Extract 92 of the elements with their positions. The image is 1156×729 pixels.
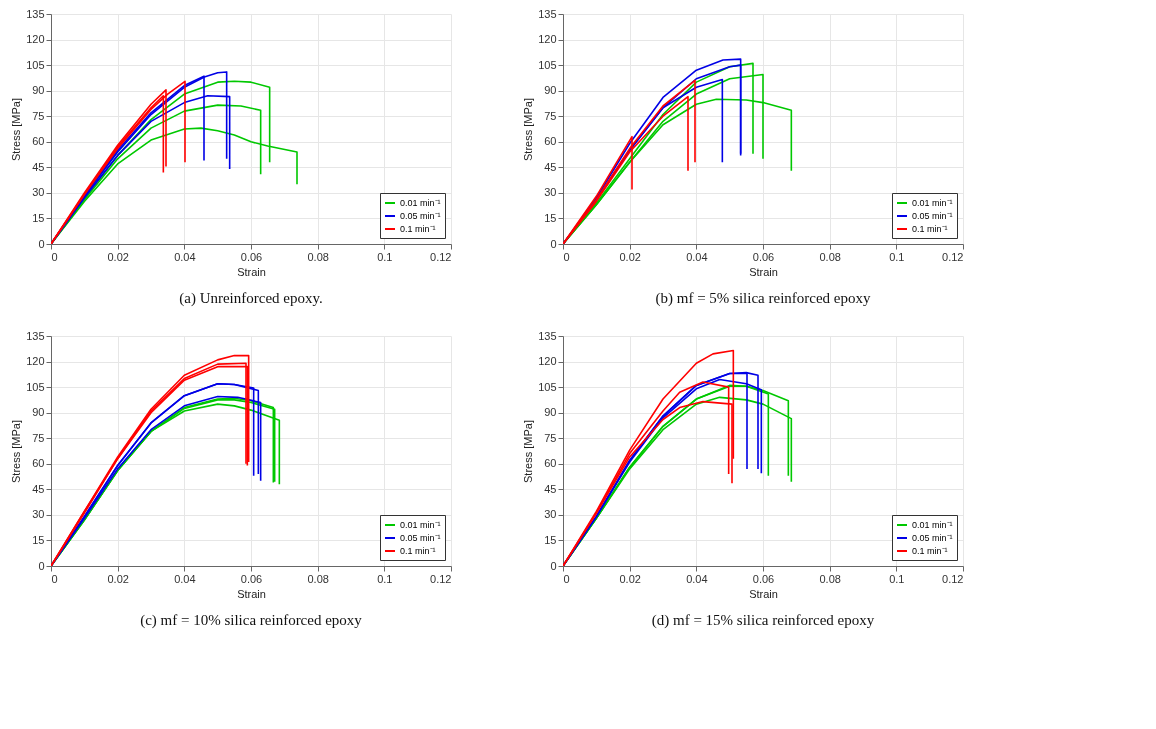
x-tick-label: 0.08 (307, 572, 329, 585)
x-axis-title: Strain (749, 265, 778, 278)
x-tick-label: 0.02 (107, 250, 129, 263)
x-axis-title: Strain (749, 587, 778, 600)
y-tick-label: 0 (550, 237, 557, 250)
y-tick-label: 75 (32, 431, 45, 444)
legend-label: 0.05 min⁻¹ (912, 211, 953, 221)
y-tick-label: 105 (538, 58, 557, 71)
x-tick-label: 0.08 (819, 572, 841, 585)
y-tick-label: 0 (550, 559, 557, 572)
x-tick-label: 0.04 (174, 572, 196, 585)
text: (b) mf = 5% silica reinforced epoxy (655, 290, 872, 307)
y-tick-label: 90 (544, 406, 557, 419)
y-tick-label: 135 (26, 329, 45, 342)
y-tick-label: 30 (32, 186, 45, 199)
y-tick-label: 30 (32, 508, 45, 521)
y-axis-title: Stress [MPa] (10, 98, 23, 161)
y-tick-label: 60 (544, 135, 557, 148)
y-tick-label: 105 (26, 380, 45, 393)
text: (d) mf = 15% silica reinforced epoxy (651, 612, 875, 629)
x-tick-label: 0.1 (377, 250, 393, 263)
y-tick-label: 60 (32, 457, 45, 470)
legend-label: 0.05 min⁻¹ (400, 211, 441, 221)
y-tick-label: 135 (538, 7, 557, 20)
x-tick-label: 0.12 (430, 572, 452, 585)
x-tick-label: 0.02 (619, 250, 641, 263)
y-tick-label: 90 (32, 406, 45, 419)
legend-label: 0.01 min⁻¹ (912, 520, 953, 530)
x-tick-label: 0.12 (942, 250, 964, 263)
y-tick-label: 45 (544, 160, 557, 173)
x-tick-label: 0.06 (752, 250, 775, 263)
x-tick-label: 0.1 (889, 250, 905, 263)
x-tick-label: 0 (563, 250, 570, 263)
y-tick-label: 120 (538, 33, 557, 46)
y-tick-label: 30 (544, 508, 557, 521)
x-tick-label: 0.06 (240, 572, 263, 585)
y-tick-label: 60 (32, 135, 45, 148)
x-tick-label: 0.04 (686, 250, 708, 263)
y-tick-label: 0 (38, 237, 45, 250)
x-tick-label: 0 (51, 572, 58, 585)
x-tick-label: 0.02 (619, 572, 641, 585)
y-tick-label: 75 (544, 431, 557, 444)
y-tick-label: 45 (544, 482, 557, 495)
y-tick-label: 105 (26, 58, 45, 71)
y-tick-label: 105 (538, 380, 557, 393)
y-tick-label: 30 (544, 186, 557, 199)
text: (a) Unreinforced epoxy. (179, 290, 323, 307)
legend-label: 0.01 min⁻¹ (400, 198, 441, 208)
x-tick-label: 0.06 (240, 250, 263, 263)
x-axis-title: Strain (237, 265, 266, 278)
x-tick-label: 0 (563, 572, 570, 585)
y-tick-label: 120 (538, 355, 557, 368)
y-tick-label: 135 (26, 7, 45, 20)
y-tick-label: 120 (26, 355, 45, 368)
y-tick-label: 15 (32, 211, 45, 224)
x-tick-label: 0.06 (752, 572, 775, 585)
legend-label: 0.01 min⁻¹ (400, 520, 441, 530)
y-tick-label: 75 (544, 109, 557, 122)
x-tick-label: 0.04 (686, 572, 708, 585)
y-tick-label: 0 (38, 559, 45, 572)
x-tick-label: 0 (51, 250, 58, 263)
legend-label: 0.01 min⁻¹ (912, 198, 953, 208)
x-tick-label: 0.1 (377, 572, 393, 585)
y-tick-label: 45 (32, 482, 45, 495)
y-tick-label: 75 (32, 109, 45, 122)
x-tick-label: 0.1 (889, 572, 905, 585)
y-tick-label: 135 (538, 329, 557, 342)
text: (c) mf = 10% silica reinforced epoxy (140, 612, 363, 629)
x-tick-label: 0.04 (174, 250, 196, 263)
legend-label: 0.1 min⁻¹ (400, 546, 436, 556)
y-axis-title: Stress [MPa] (10, 420, 23, 483)
y-tick-label: 15 (32, 533, 45, 546)
y-tick-label: 60 (544, 457, 557, 470)
legend-label: 0.05 min⁻¹ (400, 533, 441, 543)
y-tick-label: 15 (544, 533, 557, 546)
x-tick-label: 0.08 (307, 250, 329, 263)
x-tick-label: 0.12 (942, 572, 964, 585)
y-tick-label: 120 (26, 33, 45, 46)
y-tick-label: 45 (32, 160, 45, 173)
x-axis-title: Strain (237, 587, 266, 600)
y-axis-title: Stress [MPa] (522, 98, 535, 161)
x-tick-label: 0.08 (819, 250, 841, 263)
legend-label: 0.1 min⁻¹ (912, 224, 948, 234)
y-tick-label: 15 (544, 211, 557, 224)
y-tick-label: 90 (32, 84, 45, 97)
legend-label: 0.1 min⁻¹ (400, 224, 436, 234)
x-tick-label: 0.02 (107, 572, 129, 585)
legend-label: 0.05 min⁻¹ (912, 533, 953, 543)
y-tick-label: 90 (544, 84, 557, 97)
x-tick-label: 0.12 (430, 250, 452, 263)
y-axis-title: Stress [MPa] (522, 420, 535, 483)
legend-label: 0.1 min⁻¹ (912, 546, 948, 556)
